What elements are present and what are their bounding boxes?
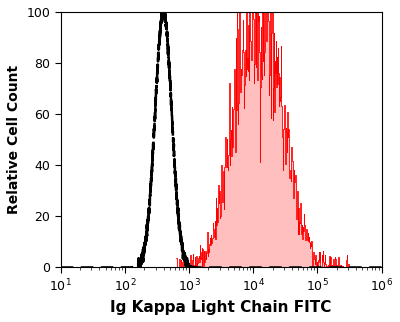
Y-axis label: Relative Cell Count: Relative Cell Count	[7, 65, 21, 214]
X-axis label: Ig Kappa Light Chain FITC: Ig Kappa Light Chain FITC	[110, 300, 332, 315]
